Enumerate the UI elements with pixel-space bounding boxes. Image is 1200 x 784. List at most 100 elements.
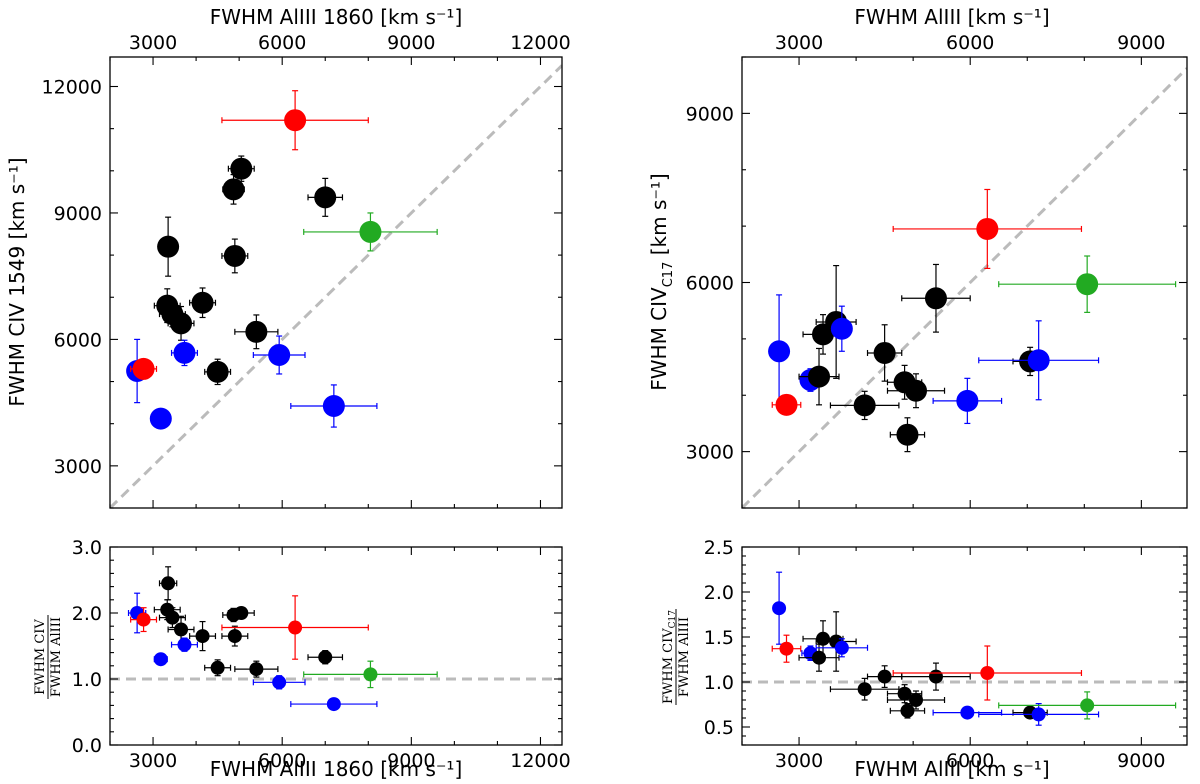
tr-ylabel-units: [km s⁻¹]: [647, 173, 671, 261]
y-tick-label: 0.0: [72, 735, 102, 757]
marker: [288, 620, 303, 635]
data-point-red: [771, 393, 802, 416]
data-point-blue: [290, 384, 378, 428]
marker: [924, 287, 947, 310]
data-point-black: [829, 677, 900, 701]
data-point-red: [771, 634, 802, 663]
data-point-black: [866, 665, 903, 689]
marker: [284, 109, 307, 132]
panel-bottom-left: 3000 6000 9000 12000 0.0 1.0 2.0 3.0: [72, 537, 571, 772]
x-tick-label-top: 3000: [775, 32, 823, 54]
bl-ylabel-num: FWHM CIV: [33, 619, 48, 695]
data-point-black: [886, 373, 946, 409]
data-point-red: [221, 90, 369, 151]
data-point-blue: [768, 294, 791, 409]
tr-ylabel-sub: C17: [661, 262, 676, 288]
marker: [206, 360, 229, 383]
marker: [170, 312, 193, 335]
data-point-black: [167, 305, 195, 341]
x-tick-label: 12000: [510, 750, 570, 772]
data-point-black: [234, 314, 279, 350]
marker: [905, 379, 928, 402]
y-tick-label: 0.5: [704, 717, 734, 739]
y-tick-label: 1.5: [704, 627, 734, 649]
marker: [363, 667, 378, 682]
data-point-black: [204, 358, 232, 386]
x-tick-label-top: 9000: [387, 32, 435, 54]
marker: [136, 612, 151, 627]
marker: [322, 394, 345, 417]
marker: [873, 341, 896, 364]
panel-bottom-right: 3000 6000 9000 0.5 1.0 1.5 2.0 2.5: [704, 537, 1188, 772]
data-point-red: [130, 607, 158, 633]
x-tick-label-top: 3000: [129, 32, 177, 54]
y-tick-label: 1.0: [72, 669, 102, 691]
y-tick-label: 9000: [686, 103, 734, 125]
marker: [234, 606, 249, 620]
y-tick-label: 2.0: [72, 603, 102, 625]
marker: [272, 675, 287, 690]
data-point-blue: [772, 571, 787, 645]
axes-frame: [109, 546, 563, 746]
data-point-black: [829, 390, 900, 421]
marker: [268, 343, 291, 366]
bl-ylabel-fraction: FWHM CIV FWHM AlIII: [33, 615, 64, 699]
marker: [149, 407, 172, 430]
y-tick-label: 3000: [54, 456, 102, 478]
y-tick-label: 6000: [686, 273, 734, 295]
data-points: [768, 188, 1177, 453]
data-point-black: [901, 263, 971, 333]
data-point-black: [866, 324, 903, 382]
data-point-blue: [932, 377, 1003, 425]
marker: [223, 244, 246, 267]
marker: [808, 365, 831, 388]
data-point-green: [998, 255, 1177, 313]
y-tick-label: 3000: [686, 442, 734, 464]
marker: [816, 631, 831, 646]
br-ylabel-num-main: FWHM CIV: [661, 628, 676, 704]
data-point-black: [234, 660, 279, 678]
marker: [896, 423, 919, 446]
marker: [177, 637, 192, 652]
panel-top-left: 3000 6000 9000 12000 3000 6000 9000 12000: [42, 32, 571, 509]
data-point-blue: [830, 305, 853, 352]
data-point-black: [307, 177, 344, 217]
data-point-black: [227, 155, 255, 182]
marker: [976, 217, 999, 240]
x-tick-label: 3000: [129, 750, 177, 772]
panel-top-right: 3000 6000 9000 3000 6000 9000: [686, 32, 1188, 509]
marker: [857, 682, 872, 697]
x-tick-label-top: 6000: [258, 32, 306, 54]
x-tick-label-top: 9000: [1117, 32, 1165, 54]
marker: [1027, 349, 1050, 372]
marker: [249, 662, 264, 677]
marker: [1031, 707, 1046, 722]
marker: [227, 629, 242, 644]
marker: [900, 703, 915, 718]
marker: [1080, 698, 1095, 713]
marker: [132, 357, 155, 380]
marker: [359, 220, 382, 243]
marker: [853, 394, 876, 417]
data-point-blue: [978, 320, 1100, 401]
br-ylabel-num: FWHM CIVC17: [661, 610, 678, 704]
marker: [928, 669, 943, 684]
marker: [1076, 273, 1099, 296]
axes-frame: [109, 56, 563, 509]
data-point-blue: [170, 339, 198, 367]
marker: [165, 610, 180, 625]
data-point-black: [221, 238, 249, 274]
br-ylabel-num-sub: C17: [668, 610, 678, 629]
marker: [173, 341, 196, 364]
data-point-black: [189, 287, 217, 319]
data-point-black: [889, 417, 926, 453]
marker: [157, 235, 180, 258]
x-tick-label: 9000: [1117, 750, 1165, 772]
y-tick-label: 12000: [42, 77, 102, 99]
data-point-black: [886, 684, 923, 704]
y-tick-label: 3.0: [72, 537, 102, 559]
data-point-black: [157, 216, 180, 277]
data-point-blue: [815, 638, 869, 658]
